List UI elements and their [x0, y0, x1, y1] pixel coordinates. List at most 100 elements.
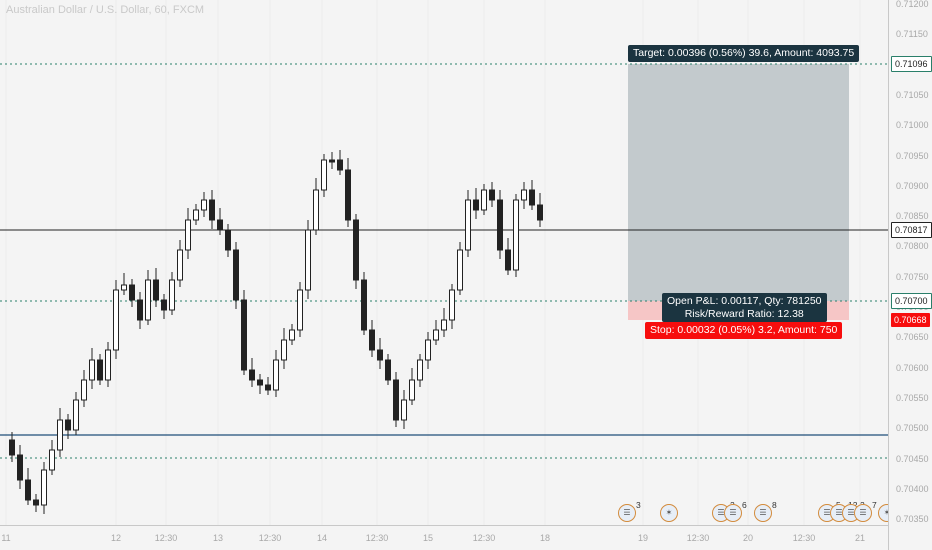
- candle-body: [337, 159, 343, 171]
- candle-body: [529, 189, 535, 206]
- price-tick-label: 0.71200: [896, 0, 929, 9]
- candle-body: [49, 449, 55, 471]
- price-chart[interactable]: [0, 0, 888, 525]
- event-count-badge: 7: [872, 500, 877, 510]
- candle-body: [9, 439, 15, 456]
- time-tick-label: 12:30: [686, 533, 710, 543]
- pnl-label[interactable]: Open P&L: 0.00117, Qty: 781250 Risk/Rewa…: [662, 293, 827, 323]
- candle-body: [257, 379, 263, 386]
- stop-label[interactable]: Stop: 0.00032 (0.05%) 3.2, Amount: 750: [645, 322, 843, 339]
- us-flag-icon[interactable]: ☰: [854, 504, 872, 522]
- time-tick-label: 19: [637, 533, 649, 543]
- time-tick-label: 12:30: [792, 533, 816, 543]
- candle-body: [225, 229, 231, 251]
- price-tick-label: 0.70550: [896, 392, 929, 403]
- candle-body: [377, 349, 383, 361]
- price-tick-label: 0.70500: [896, 423, 929, 434]
- price-tick-label: 0.71150: [896, 29, 928, 40]
- candle-body: [273, 359, 279, 391]
- candle-body: [65, 419, 71, 431]
- price-tick-label: 0.70950: [896, 150, 929, 161]
- candle-body: [369, 329, 375, 351]
- target-price-tag: 0.71096: [891, 56, 932, 72]
- candle-body: [345, 169, 351, 221]
- candle-body: [329, 159, 335, 163]
- chart-area[interactable]: Australian Dollar / U.S. Dollar, 60, FXC…: [0, 0, 896, 525]
- candle-body: [441, 319, 447, 331]
- symbol-title: Australian Dollar / U.S. Dollar, 60, FXC…: [6, 4, 205, 16]
- us-flag-icon[interactable]: ☰: [724, 504, 742, 522]
- event-count-badge: 3: [636, 500, 641, 510]
- time-tick-label: 14: [316, 533, 328, 543]
- candle-body: [209, 199, 215, 221]
- candle-body: [417, 359, 423, 381]
- risk-reward-line: Risk/Reward Ratio: 12.38: [684, 307, 804, 320]
- au-flag-icon[interactable]: ✶: [660, 504, 678, 522]
- candle-body: [185, 219, 191, 251]
- us-flag-icon[interactable]: ☰: [754, 504, 772, 522]
- candle-body: [217, 219, 223, 231]
- price-tick-label: 0.70600: [896, 362, 929, 373]
- stop-price-tag: 0.70668: [891, 313, 930, 327]
- candle-body: [505, 249, 511, 271]
- time-tick-label: 12:30: [154, 533, 178, 543]
- price-tick-label: 0.70850: [896, 211, 929, 222]
- candle-body: [281, 339, 287, 361]
- price-tick-label: 0.71000: [896, 120, 929, 131]
- time-tick-label: 15: [422, 533, 434, 543]
- candle-body: [513, 199, 519, 271]
- candle-body: [153, 279, 159, 301]
- price-tick-label: 0.70450: [896, 453, 929, 464]
- candle-body: [25, 479, 31, 501]
- time-tick-label: 18: [539, 533, 551, 543]
- time-tick-label: 12: [110, 533, 122, 543]
- candle-body: [313, 189, 319, 231]
- candle-body: [121, 284, 127, 291]
- time-tick-label: 11: [1, 533, 11, 543]
- price-tick-label: 0.70650: [896, 332, 929, 343]
- candle-body: [81, 379, 87, 401]
- candle-body: [161, 299, 167, 311]
- candle-body: [433, 329, 439, 341]
- candle-body: [361, 279, 367, 331]
- candle-body: [113, 289, 119, 351]
- candle-body: [425, 339, 431, 361]
- candle-body: [401, 399, 407, 421]
- time-tick-label: 13: [212, 533, 224, 543]
- candle-body: [73, 399, 79, 431]
- time-tick-label: 12:30: [258, 533, 282, 543]
- candle-body: [393, 379, 399, 421]
- candle-body: [321, 159, 327, 191]
- candle-body: [473, 199, 479, 211]
- candle-body: [353, 219, 359, 281]
- target-zone[interactable]: [628, 64, 849, 301]
- candle-body: [169, 279, 175, 311]
- candle-body: [521, 189, 527, 201]
- time-tick-label: 20: [742, 533, 754, 543]
- target-label[interactable]: Target: 0.00396 (0.56%) 39.6, Amount: 40…: [628, 45, 860, 62]
- time-tick-label: 21: [854, 533, 866, 543]
- candle-body: [305, 229, 311, 291]
- candle-body: [537, 204, 543, 221]
- candle-body: [89, 359, 95, 381]
- candle-body: [33, 499, 39, 506]
- time-axis[interactable]: 11 12 12:30 13 12:30 14 12:30 15 12:30 18 19 12:30 2…: [0, 525, 888, 550]
- candle-body: [481, 189, 487, 211]
- candle-body: [449, 289, 455, 321]
- candle-body: [137, 299, 143, 321]
- candle-body: [249, 369, 255, 381]
- candle-body: [105, 349, 111, 381]
- candle-body: [385, 359, 391, 381]
- candle-body: [193, 209, 199, 221]
- candle-body: [465, 199, 471, 251]
- pnl-line: Open P&L: 0.00117, Qty: 781250: [667, 295, 822, 307]
- us-flag-icon[interactable]: ☰: [618, 504, 636, 522]
- candle-body: [265, 384, 271, 391]
- price-axis[interactable]: 0.712000.711500.711000.710500.710000.709…: [888, 0, 932, 550]
- candle-body: [409, 379, 415, 401]
- candle-body: [457, 249, 463, 291]
- candle-body: [17, 454, 23, 481]
- price-tick-label: 0.71050: [896, 89, 929, 100]
- candle-body: [497, 199, 503, 251]
- candle-body: [57, 419, 63, 451]
